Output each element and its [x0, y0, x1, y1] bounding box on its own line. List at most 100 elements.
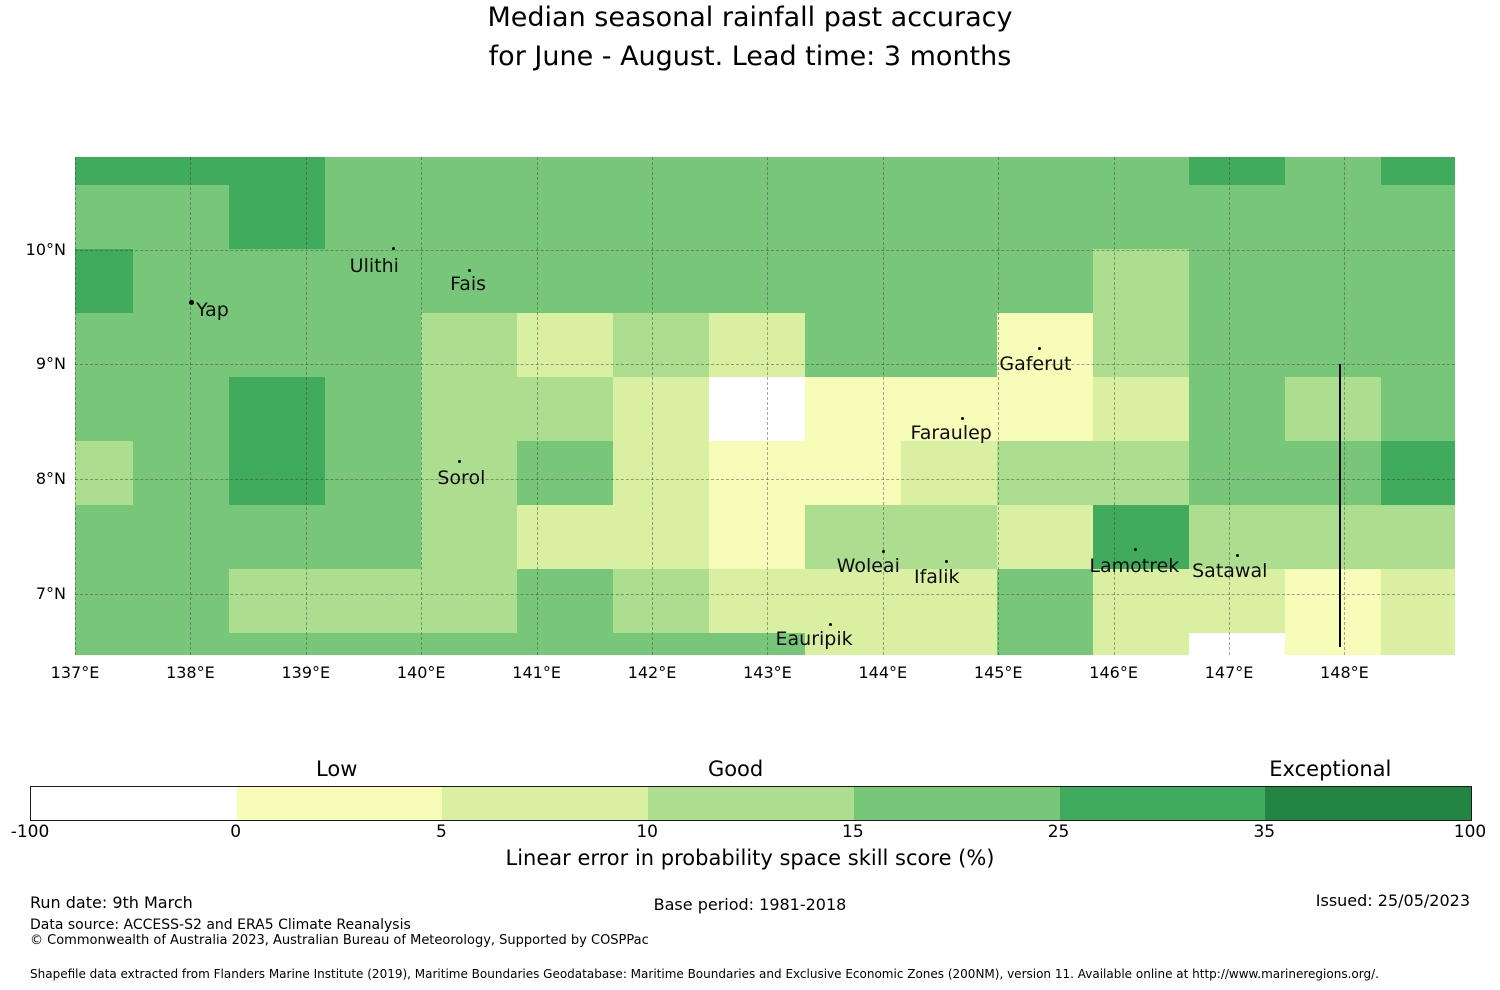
heatmap-cell [229, 185, 325, 249]
heatmap-cell [613, 441, 709, 505]
heatmap-cell [421, 157, 517, 185]
x-tick-label: 137°E [50, 663, 100, 682]
heatmap-cell [133, 157, 229, 185]
heatmap-cell [997, 185, 1093, 249]
heatmap-cell [325, 313, 421, 377]
heatmap-cell [709, 633, 805, 655]
x-tick-label: 146°E [1089, 663, 1138, 682]
heatmap-cell [901, 377, 997, 441]
heatmap-cell [901, 157, 997, 185]
heatmap-cell [1093, 185, 1189, 249]
heatmap-cell [133, 377, 229, 441]
heatmap-cell [229, 377, 325, 441]
heatmap-cell [1189, 441, 1285, 505]
heatmap-cell [1381, 313, 1455, 377]
heatmap-cell [1381, 633, 1455, 655]
shapefile-attribution-text: Shapefile data extracted from Flanders M… [30, 967, 1379, 981]
heatmap-cell [1285, 313, 1381, 377]
x-tick-label: 142°E [627, 663, 677, 682]
heatmap-cell [75, 249, 133, 313]
longitude-gridline [1229, 157, 1231, 655]
heatmap-cell [133, 441, 229, 505]
island-marker [1235, 554, 1239, 558]
colorbar-tick-label: 5 [436, 822, 447, 842]
heatmap-cell [805, 377, 901, 441]
colorbar-segment [648, 787, 854, 820]
colorbar-tick-label: 25 [1047, 822, 1070, 842]
heatmap-cell [709, 441, 805, 505]
heatmap-cell [1189, 313, 1285, 377]
colorbar-tick-label: 10 [636, 822, 658, 842]
heatmap-cell [1381, 249, 1455, 313]
heatmap-cell [997, 633, 1093, 655]
heatmap-cell [997, 441, 1093, 505]
issued-date-text: Issued: 25/05/2023 [1315, 891, 1470, 910]
heatmap-cell [1285, 441, 1381, 505]
island-marker [392, 247, 395, 251]
heatmap-cell [325, 633, 421, 655]
longitude-gridline [536, 157, 538, 655]
y-tick-label: 10°N [25, 239, 66, 259]
island-marker [468, 269, 472, 273]
island-label: Eauripik [775, 628, 853, 651]
island-label: Ulithi [349, 255, 399, 277]
latitude-gridline [75, 478, 1455, 480]
island-label: Faraulep [910, 422, 992, 445]
heatmap-cell [133, 185, 229, 249]
colorbar-tick-label: 100 [1453, 822, 1487, 842]
island-label: Ifalik [913, 566, 960, 589]
colorbar-segment [853, 787, 1060, 820]
island-marker [189, 300, 195, 306]
base-period-text: Base period: 1981-2018 [653, 895, 847, 914]
heatmap-cell [613, 633, 709, 655]
heatmap-cell [1093, 569, 1189, 633]
heatmap-cell [901, 505, 997, 569]
island-marker [944, 559, 948, 563]
colorbar-segment [236, 787, 443, 820]
x-tick-label: 139°E [281, 663, 331, 682]
island-marker [457, 460, 461, 464]
island-label: Satawal [1192, 559, 1268, 582]
heatmap-cell [709, 185, 805, 249]
heatmap-cell [1093, 249, 1189, 313]
heatmap-cell [325, 185, 421, 249]
y-tick-label: 9°N [35, 354, 66, 374]
heatmap-cell [1189, 633, 1285, 655]
heatmap-cell [997, 377, 1093, 441]
heatmap-cell [901, 569, 997, 633]
heatmap-cell [1285, 157, 1381, 185]
heatmap-cell [709, 249, 805, 313]
heatmap-cell [901, 185, 997, 249]
heatmap-cell [1381, 157, 1455, 185]
colorbar-tick-label: -100 [10, 822, 50, 842]
heatmap-cell [229, 633, 325, 655]
heatmap-cell [229, 249, 325, 313]
heatmap-cell [75, 313, 133, 377]
heatmap-cell [421, 633, 517, 655]
heatmap-cell [325, 441, 421, 505]
longitude-gridline [75, 157, 76, 655]
heatmap-cell [421, 313, 517, 377]
heatmap-cell [709, 377, 805, 441]
colorbar [30, 786, 1472, 821]
x-tick-label: 144°E [858, 663, 908, 682]
x-tick-label: 148°E [1320, 663, 1369, 682]
eez-boundary-line [1338, 364, 1341, 648]
heatmap-cell [901, 633, 997, 655]
colorbar-zone-label: Good [707, 757, 764, 781]
x-tick-label: 145°E [973, 663, 1023, 682]
chart-title-line-1: Median seasonal rainfall past accuracy [487, 2, 1013, 33]
island-label: Woleai [836, 555, 900, 578]
heatmap-cell [1285, 249, 1381, 313]
colorbar-tick-label: 0 [230, 822, 242, 842]
island-marker [882, 549, 886, 553]
heatmap-cell [709, 313, 805, 377]
heatmap-cell [517, 505, 613, 569]
colorbar-tick-label: 35 [1253, 822, 1276, 842]
heatmap-cell [1285, 185, 1381, 249]
heatmap-cell [805, 505, 901, 569]
heatmap-cell [75, 441, 133, 505]
latitude-gridline [75, 593, 1455, 595]
colorbar-segment [1059, 787, 1266, 820]
longitude-gridline [652, 157, 654, 655]
